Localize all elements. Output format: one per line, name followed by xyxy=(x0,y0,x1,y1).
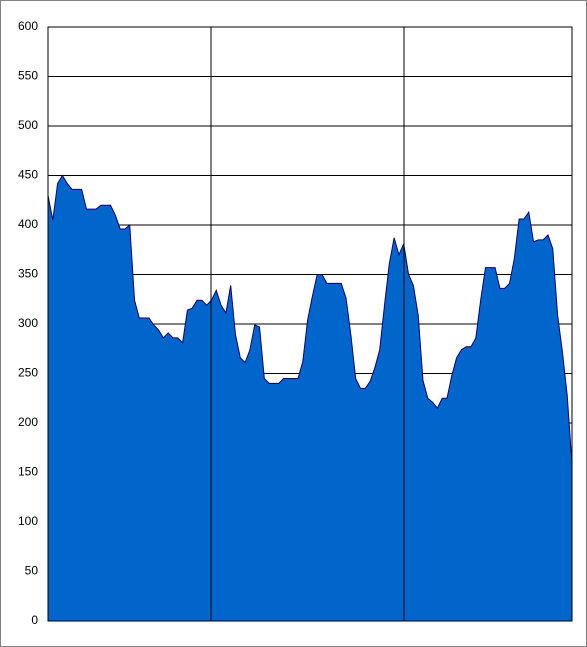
y-tick-label: 100 xyxy=(18,514,38,528)
y-tick-label: 0 xyxy=(31,613,38,627)
y-tick-label: 450 xyxy=(18,168,38,182)
y-tick-label: 150 xyxy=(18,465,38,479)
y-tick-label: 400 xyxy=(18,217,38,231)
area xyxy=(47,174,573,622)
y-tick-label: 500 xyxy=(18,118,38,132)
y-tick-label: 550 xyxy=(18,69,38,83)
marks xyxy=(47,174,573,622)
y-tick-label: 600 xyxy=(18,19,38,33)
y-tick-label: 350 xyxy=(18,267,38,281)
labels: 0 50 100 150 200 250 300 350 400 450 500 550 600 xyxy=(18,19,38,627)
y-tick-label: 250 xyxy=(18,366,38,380)
plot-border xyxy=(47,26,573,622)
y-tick-label: 50 xyxy=(25,564,39,578)
y-tick-label: 300 xyxy=(18,316,38,330)
y-tick-label: 200 xyxy=(18,415,38,429)
